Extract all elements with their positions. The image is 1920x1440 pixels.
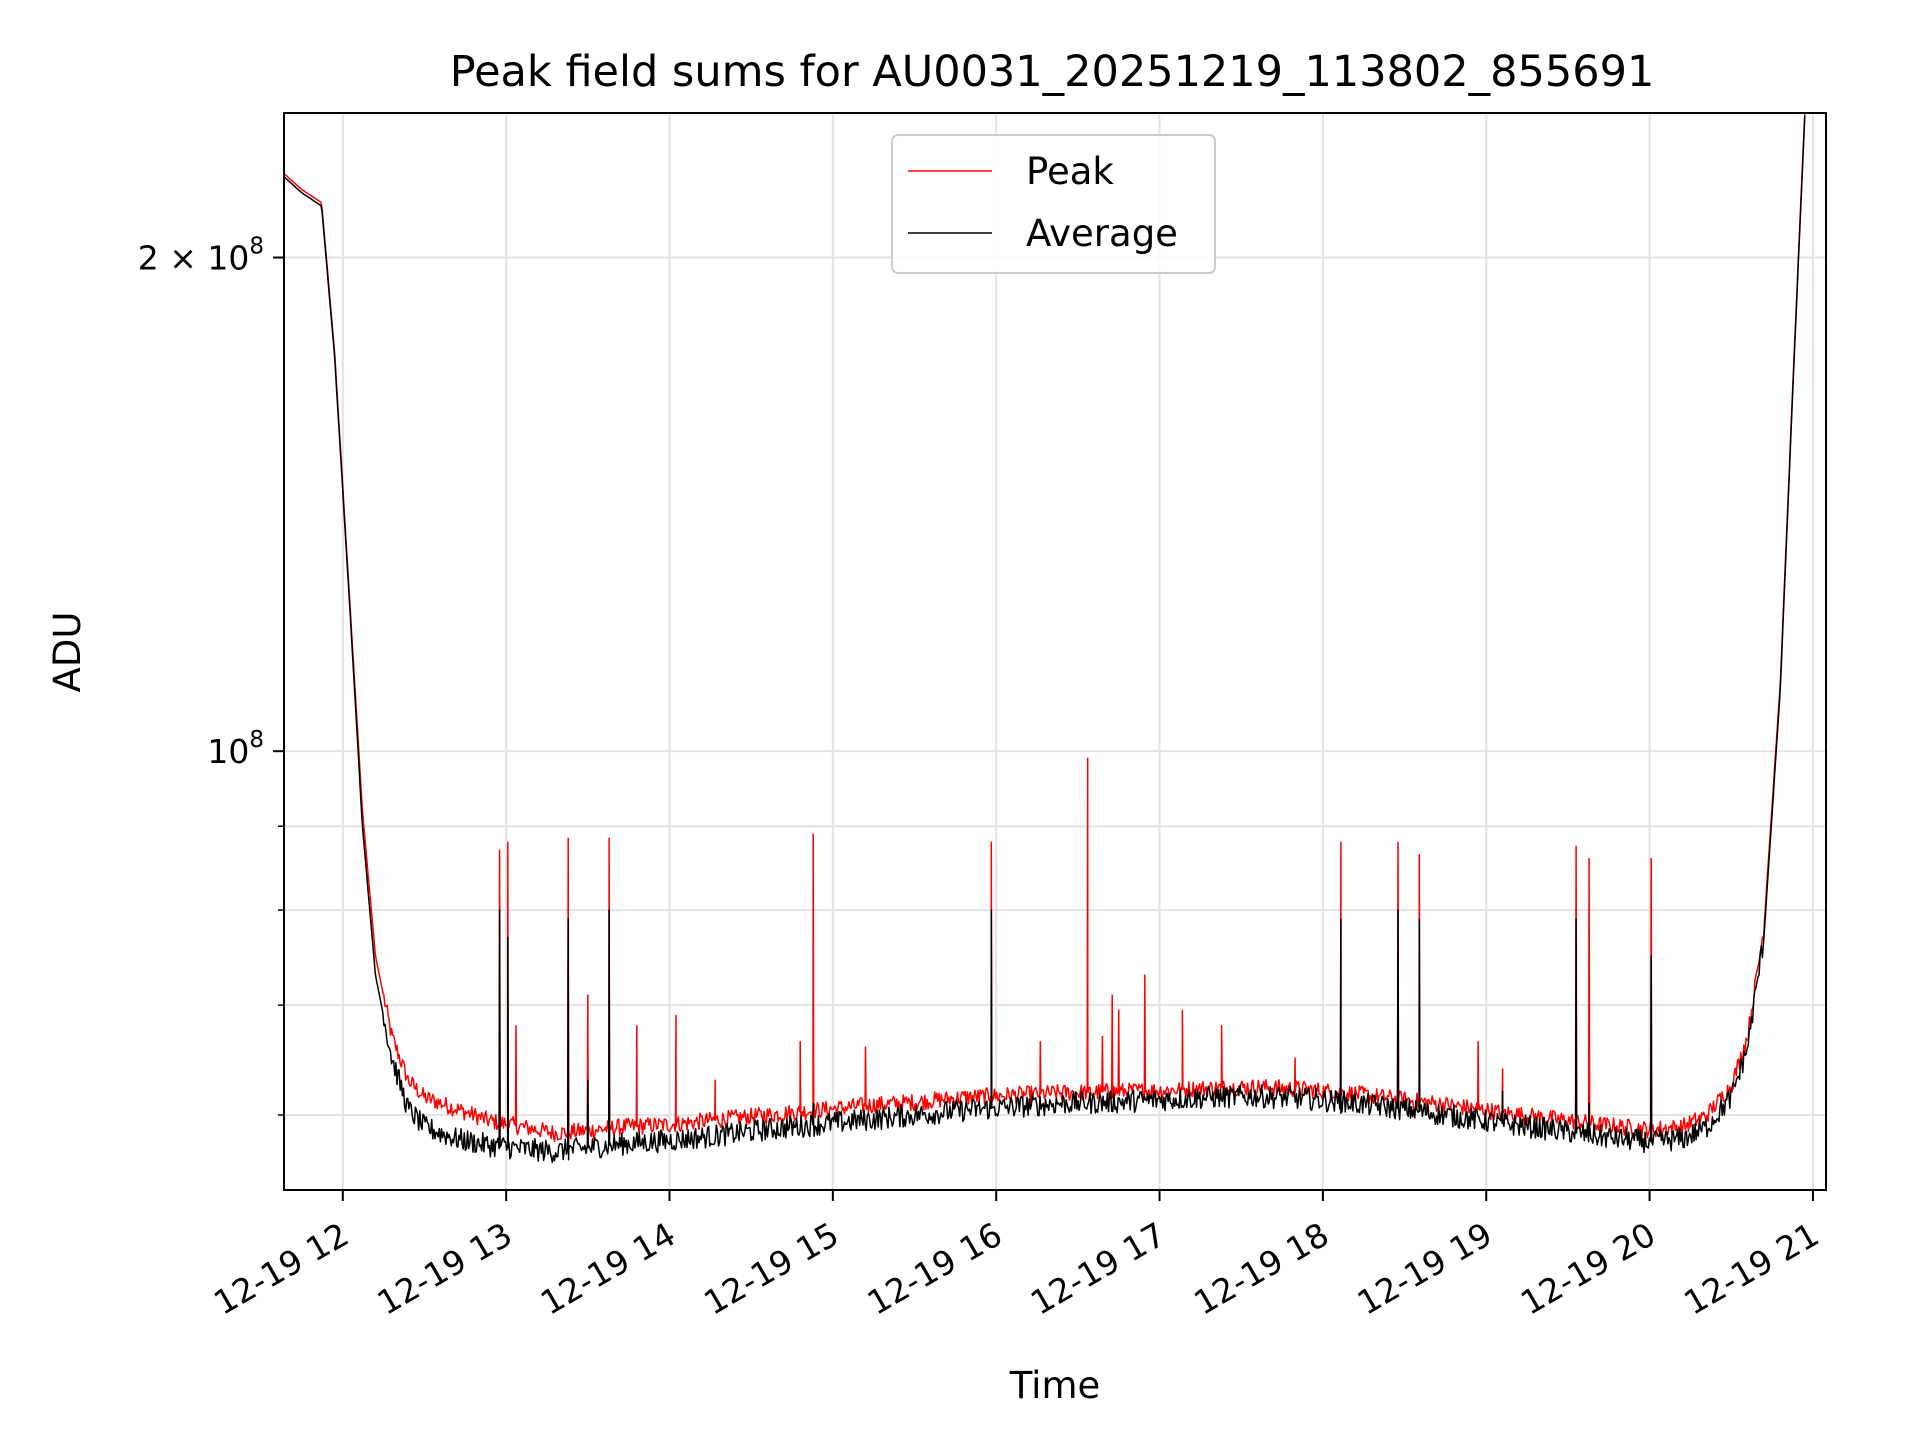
x-axis-label: Time (1009, 1364, 1101, 1407)
y-tick-exponent: 8 (249, 727, 264, 753)
legend-peak-label: Peak (1026, 150, 1114, 193)
y-tick-label: 2 × 108 (138, 234, 264, 278)
axes-frame (283, 112, 1827, 1191)
y-tick-exponent: 8 (249, 234, 264, 260)
y-axis-label: ADU (46, 612, 89, 693)
average-series-line (284, 115, 1806, 1164)
chart-title: Peak field sums for AU0031_20251219_1138… (450, 47, 1655, 97)
legend-average-label: Average (1026, 212, 1178, 255)
legend: Peak Average (891, 134, 1216, 274)
series-layer (284, 113, 1806, 1164)
plot-area (283, 112, 1827, 1191)
legend-box (891, 134, 1216, 274)
axes-background (284, 113, 1826, 1190)
